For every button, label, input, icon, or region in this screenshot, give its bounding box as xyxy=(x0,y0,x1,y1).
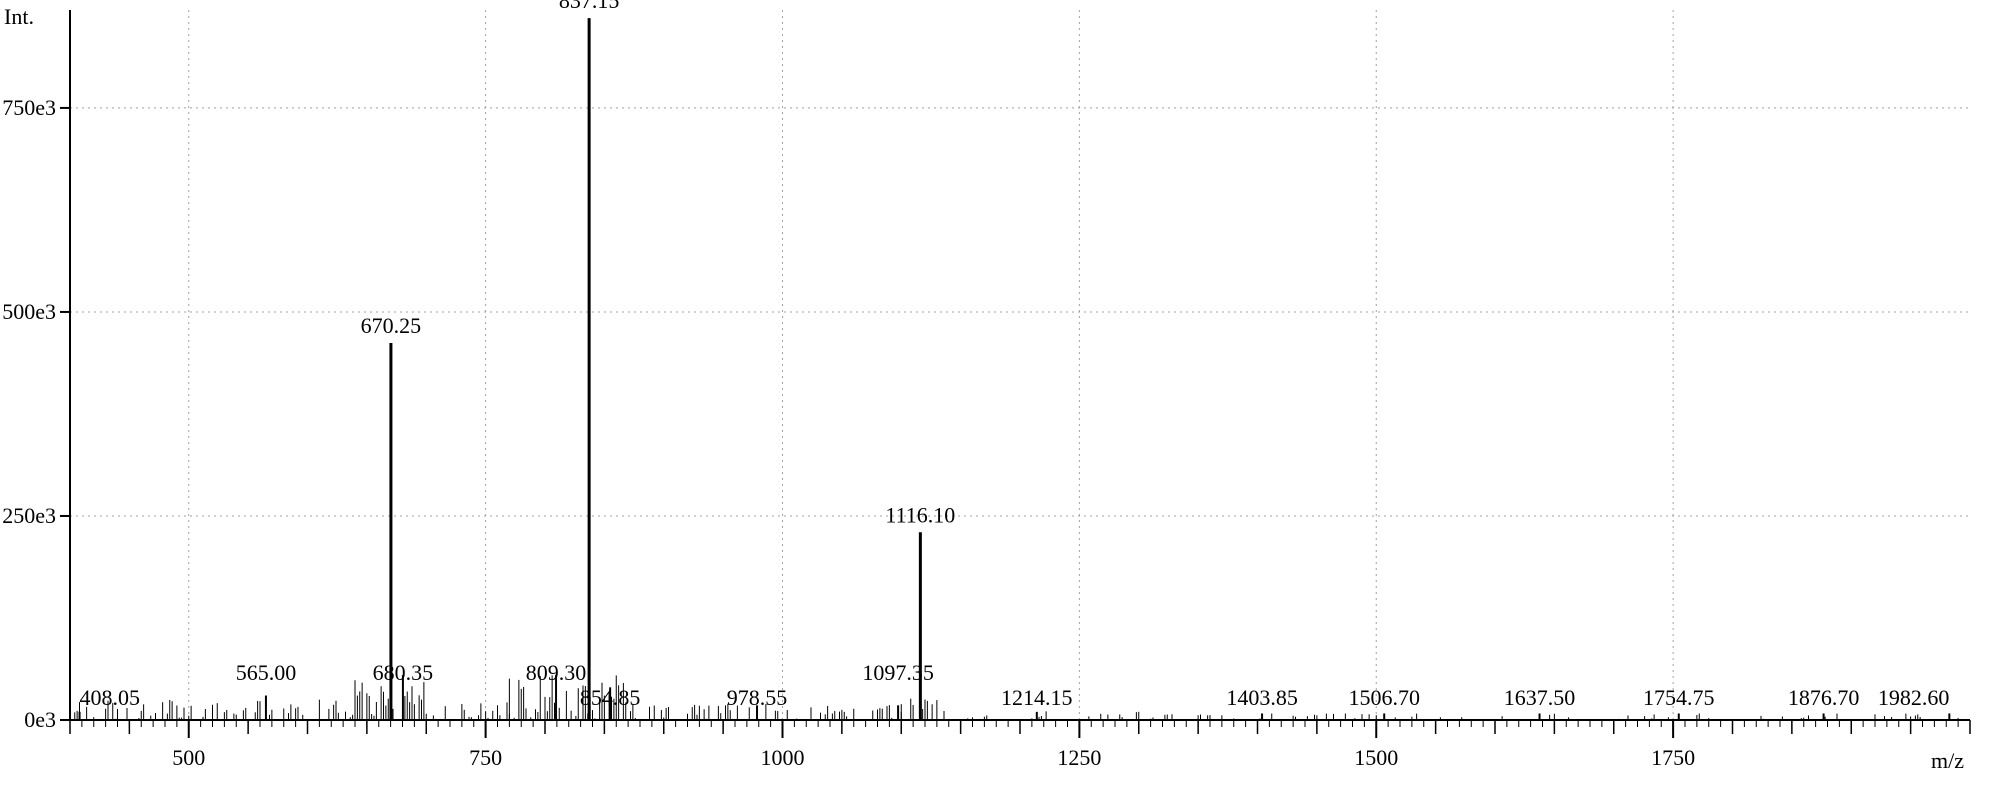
peak-label: 1637.50 xyxy=(1504,685,1576,710)
peak-label: 680.35 xyxy=(373,660,434,685)
y-tick-label: 250e3 xyxy=(2,503,56,528)
peak-label: 408.05 xyxy=(80,685,141,710)
y-axis-label: Int. xyxy=(4,4,34,29)
x-tick-label: 750 xyxy=(469,745,502,770)
peak-label: 1214.15 xyxy=(1001,685,1073,710)
x-tick-label: 1750 xyxy=(1651,745,1695,770)
spectrum-svg: 500 750 1000 1250 1500 1750 0e3 250e3 500e3 750e3… xyxy=(0,0,1990,791)
peak-label: 978.55 xyxy=(727,685,788,710)
peak-label: 1097.35 xyxy=(862,660,934,685)
peak-label: 670.25 xyxy=(361,313,422,338)
peak-label: 1403.85 xyxy=(1226,685,1298,710)
x-axis-label: m/z xyxy=(1931,748,1964,773)
peak-label: 565.00 xyxy=(236,660,297,685)
x-tick-label: 1000 xyxy=(761,745,805,770)
peak-label: 1506.70 xyxy=(1348,685,1420,710)
x-tick-label: 500 xyxy=(172,745,205,770)
peak-label: 1116.10 xyxy=(885,502,955,527)
peak-label: 1876.70 xyxy=(1788,685,1860,710)
y-tick-label: 750e3 xyxy=(2,95,56,120)
peak-label: 1982.60 xyxy=(1878,685,1950,710)
x-tick-label: 1500 xyxy=(1354,745,1398,770)
y-tick-label: 0e3 xyxy=(24,707,56,732)
peak-label: 809.30 xyxy=(526,660,587,685)
y-tick-label: 500e3 xyxy=(2,299,56,324)
mass-spectrum-chart: 500 750 1000 1250 1500 1750 0e3 250e3 500e3 750e3… xyxy=(0,0,1990,791)
peak-label: 854.85 xyxy=(580,685,641,710)
peak-label: 1754.75 xyxy=(1643,685,1715,710)
peak-label: 837.15 xyxy=(559,0,620,13)
x-tick-label: 1250 xyxy=(1057,745,1101,770)
